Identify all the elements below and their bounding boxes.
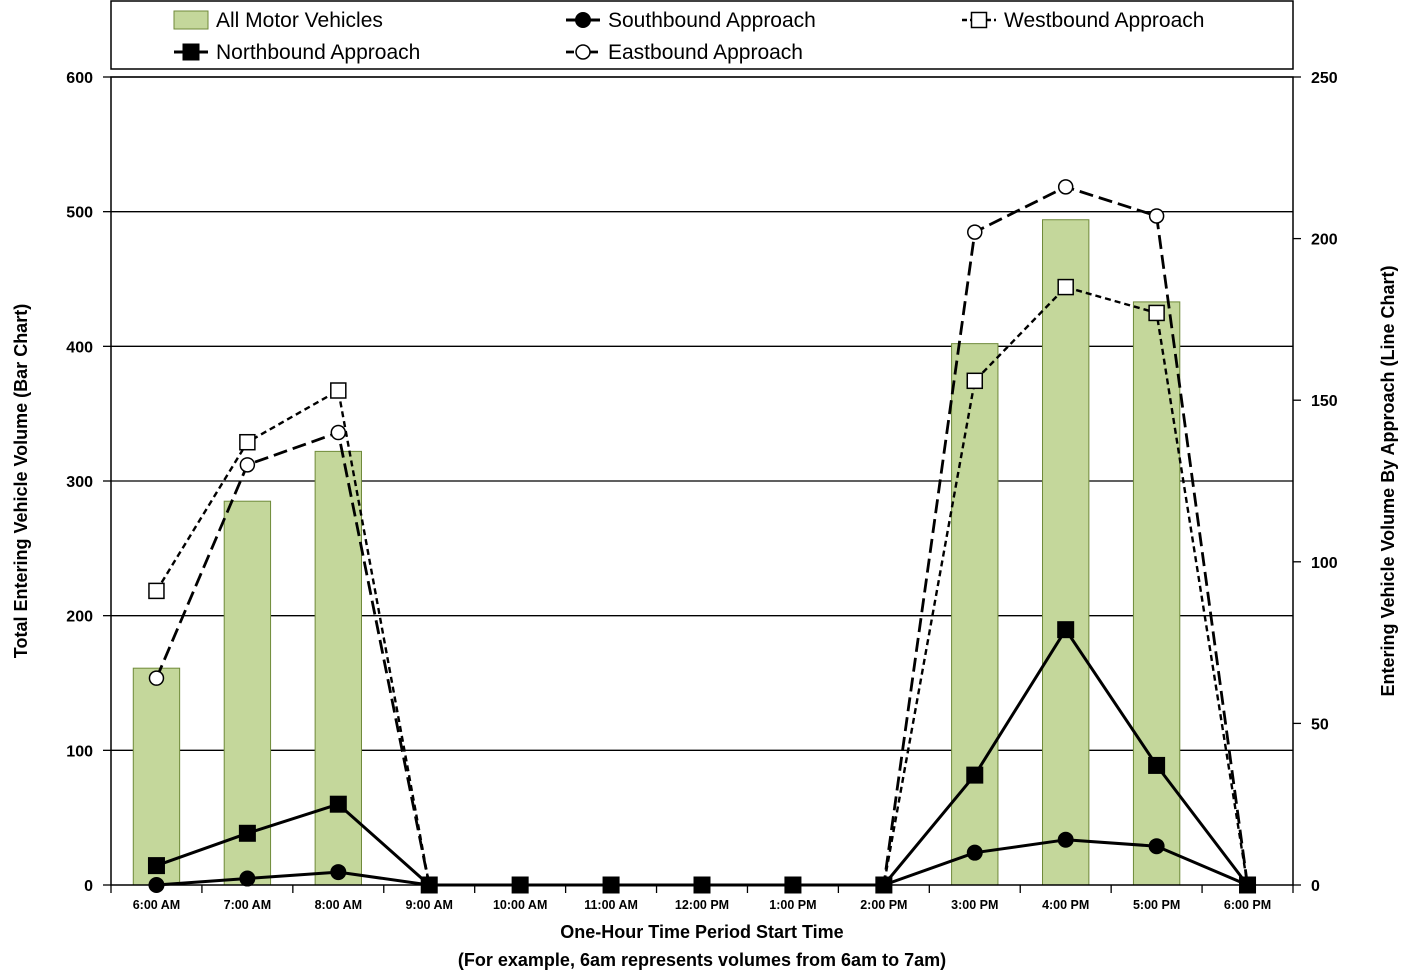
bar <box>1132 301 1181 886</box>
series-point <box>1057 621 1075 639</box>
x-tick-label: 3:00 PM <box>951 898 998 912</box>
y2-tick-label: 100 <box>1311 555 1338 572</box>
y-tick-label: 400 <box>66 339 93 356</box>
legend-marker <box>575 12 591 28</box>
legend-item: Westbound Approach <box>962 9 1204 32</box>
y2-tick-label: 50 <box>1311 716 1329 733</box>
y2-tick-label: 250 <box>1311 70 1338 87</box>
y-tick-label: 600 <box>66 70 93 87</box>
series-point <box>148 582 165 600</box>
legend-label: Northbound Approach <box>216 41 420 64</box>
legend-label: Eastbound Approach <box>608 41 803 64</box>
series-point <box>966 372 984 390</box>
bar <box>132 667 181 886</box>
series-point <box>966 844 983 861</box>
x-axis-subtitle: (For example, 6am represents volumes fro… <box>458 950 946 970</box>
y2-tick-label: 0 <box>1311 878 1320 895</box>
legend-item: All Motor Vehicles <box>173 9 383 32</box>
x-tick-label: 6:00 PM <box>1224 898 1271 912</box>
bar <box>314 450 362 886</box>
series-point <box>1148 208 1165 224</box>
x-tick-label: 9:00 AM <box>405 898 452 912</box>
series-lines <box>147 179 1257 894</box>
series-point <box>238 824 256 842</box>
gridlines <box>111 76 1293 751</box>
series-point <box>329 795 347 813</box>
y2-tick-label: 150 <box>1311 393 1338 410</box>
legend-item: Southbound Approach <box>566 9 816 32</box>
series-point <box>1057 179 1074 195</box>
bar <box>951 343 999 886</box>
legend-label: Southbound Approach <box>608 9 816 32</box>
legend-label: Westbound Approach <box>1004 9 1204 32</box>
y2-tick-label: 200 <box>1311 232 1338 249</box>
series-point <box>330 864 347 881</box>
legend: All Motor Vehicles Southbound Approach Wes… <box>110 0 1294 70</box>
series-point <box>1148 756 1166 774</box>
legend-item: Northbound Approach <box>174 41 420 64</box>
y-axis-title: Total Entering Vehicle Volume (Bar Chart… <box>11 304 31 658</box>
series-point <box>147 857 165 875</box>
legend-marker <box>970 11 988 29</box>
x-tick-label: 1:00 PM <box>769 898 816 912</box>
y-tick-label: 100 <box>66 743 93 760</box>
series-point <box>967 224 983 240</box>
series-point <box>1148 838 1165 855</box>
legend-item: Eastbound Approach <box>566 41 803 64</box>
y2-axis-title: Entering Vehicle Volume By Approach (Lin… <box>1378 265 1398 696</box>
series-point <box>330 424 347 441</box>
legend-box <box>110 0 1294 70</box>
x-tick-label: 5:00 PM <box>1133 898 1180 912</box>
x-tick-label: 2:00 PM <box>860 898 907 912</box>
series-point <box>148 670 165 686</box>
y-tick-label: 300 <box>66 474 93 491</box>
series-point <box>239 457 256 473</box>
series-point <box>239 433 256 451</box>
x-tick-label: 7:00 AM <box>224 898 271 912</box>
x-tick-label: 8:00 AM <box>315 898 362 912</box>
x-tick-label: 12:00 PM <box>675 898 729 912</box>
series-point <box>966 766 984 784</box>
x-tick-label: 6:00 AM <box>133 898 180 912</box>
x-tick-label: 11:00 AM <box>584 898 638 912</box>
series-point <box>239 870 256 887</box>
bars <box>132 219 1181 886</box>
series-point <box>1148 304 1165 322</box>
x-axis-title: One-Hour Time Period Start Time <box>560 922 843 942</box>
y-tick-label: 500 <box>66 205 93 222</box>
legend-marker <box>182 43 200 61</box>
y-tick-label: 200 <box>66 609 93 626</box>
legend-marker <box>575 44 591 60</box>
bar <box>1042 219 1090 886</box>
series-point <box>330 382 347 399</box>
series-point <box>1057 278 1074 296</box>
series-point <box>1057 831 1074 848</box>
x-tick-label: 10:00 AM <box>493 898 547 912</box>
y-tick-label: 0 <box>84 878 93 895</box>
axes: 0 100 200 300 400 500 600 0 50 100 150 200 250 6:00 A… <box>66 70 1338 912</box>
plot-frame <box>110 76 1294 886</box>
x-tick-label: 4:00 PM <box>1042 898 1089 912</box>
legend-swatch <box>173 10 209 30</box>
legend-label: All Motor Vehicles <box>216 9 383 32</box>
